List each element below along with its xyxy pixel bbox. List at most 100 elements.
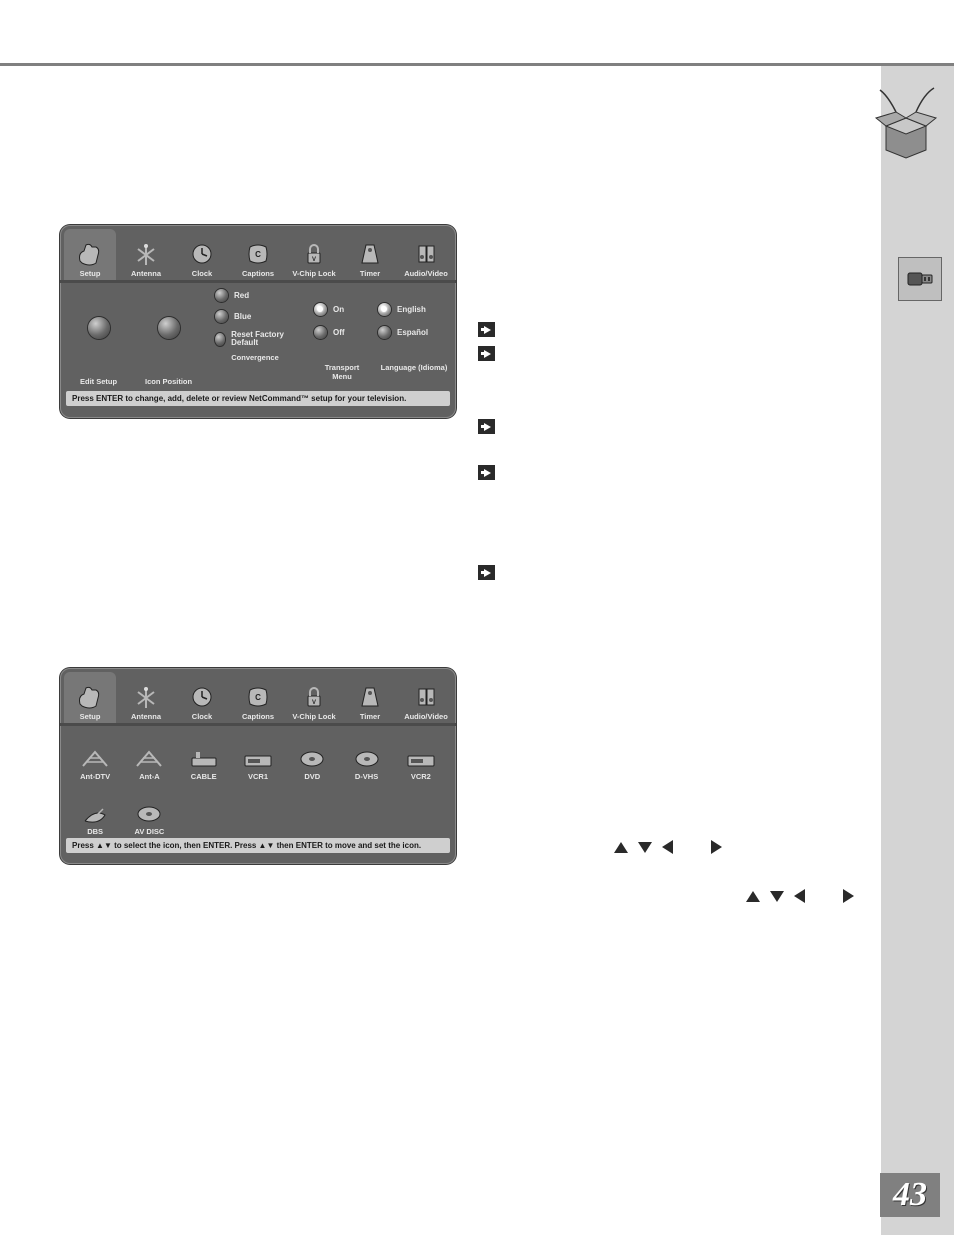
right-arrow-icon [843,889,854,903]
tab-setup[interactable]: Setup [62,229,118,280]
antenna-icon [132,241,160,267]
lock-icon: V [300,684,328,710]
tab-label: Antenna [131,269,161,278]
cc-icon: C [244,241,272,267]
disc-icon [296,748,328,770]
svg-text:V: V [312,700,316,706]
row-espanol[interactable]: Español [378,326,450,339]
tab-captions[interactable]: C Captions [230,229,286,280]
tab-label: V-Chip Lock [292,269,335,278]
arrow-bullet-icon [478,322,495,337]
label: Edit Setup [80,377,117,386]
antenna-icon [133,748,165,770]
disc-icon [351,748,383,770]
label: On [333,305,344,314]
dish-icon [79,803,111,825]
cable-icon [188,748,220,770]
dev-avdisc[interactable]: AV DISC [122,787,176,836]
row-off[interactable]: Off [314,326,370,339]
tab-timer[interactable]: Timer [342,229,398,280]
tab-label: V-Chip Lock [292,712,335,721]
label: DVD [304,772,320,781]
direction-arrows [746,889,854,903]
tab-antenna[interactable]: Antenna [118,672,174,723]
svg-text:V: V [312,257,316,263]
tab-setup[interactable]: Setup [62,672,118,723]
col-edit-setup[interactable]: Edit Setup [80,295,117,386]
row-english[interactable]: English [378,303,450,316]
clock-icon [188,241,216,267]
tab-label: Clock [192,712,212,721]
tab-label: Captions [242,712,274,721]
device-grid: Ant-DTV Ant-A CABLE VCR1 DVD D-VHS VCR2 … [60,726,456,838]
label: Transport Menu [314,363,370,381]
dev-dvhs[interactable]: D-VHS [339,732,393,781]
label: Ant-A [139,772,159,781]
tab-timer[interactable]: Timer [342,672,398,723]
dev-dvd[interactable]: DVD [285,732,339,781]
label: VCR1 [248,772,268,781]
top-rule [0,63,954,66]
label: Language (Idioma) [378,363,450,372]
antenna-icon [79,748,111,770]
tab-label: Audio/Video [404,712,448,721]
cc-icon: C [244,684,272,710]
tab-vchip[interactable]: V V-Chip Lock [286,229,342,280]
tab-audiovideo[interactable]: Audio/Video [398,672,454,723]
label: VCR2 [411,772,431,781]
speaker-icon [412,241,440,267]
dev-vcr1[interactable]: VCR1 [231,732,285,781]
svg-text:C: C [255,250,261,259]
dev-dbs[interactable]: DBS [68,787,122,836]
osd1-footer: Press ENTER to change, add, delete or re… [66,391,450,406]
tab-clock[interactable]: Clock [174,229,230,280]
label: AV DISC [134,827,164,836]
vcr-icon [242,748,274,770]
hand-icon [76,241,104,267]
speaker-icon [412,684,440,710]
osd2-footer: Press ▲▼ to select the icon, then ENTER.… [66,838,450,853]
label: Reset Factory Default [231,331,295,347]
up-arrow-icon [614,842,628,853]
open-box-illustration [866,82,946,162]
tab-label: Clock [192,269,212,278]
vcr-icon [405,748,437,770]
tab-vchip[interactable]: V V-Chip Lock [286,672,342,723]
label: Red [234,291,249,300]
tab-audiovideo[interactable]: Audio/Video [398,229,454,280]
row-blue[interactable]: Blue [215,310,295,323]
tab-clock[interactable]: Clock [174,672,230,723]
knob-edit[interactable] [88,317,110,339]
tab-antenna[interactable]: Antenna [118,229,174,280]
down-arrow-icon [770,891,784,902]
label: Icon Position [145,377,192,386]
hand-icon [76,684,104,710]
label: English [397,305,426,314]
dev-ant-a[interactable]: Ant-A [122,732,176,781]
tab-captions[interactable]: C Captions [230,672,286,723]
osd2-tabs: Setup Antenna Clock C Captions V V-Chip … [60,668,456,726]
sidebar [881,66,954,1235]
dev-ant-dtv[interactable]: Ant-DTV [68,732,122,781]
left-arrow-icon [794,889,805,903]
arrow-bullet-icon [478,346,495,361]
dev-vcr2[interactable]: VCR2 [394,732,448,781]
up-arrow-icon [746,891,760,902]
side-plug-icon [898,257,942,301]
arrow-bullet-icon [478,565,495,580]
tab-label: Timer [360,269,380,278]
label: CABLE [191,772,217,781]
arrow-bullet-icon [478,465,495,480]
dev-cable[interactable]: CABLE [177,732,231,781]
direction-arrows [614,840,722,854]
row-red[interactable]: Red [215,289,295,302]
lock-icon: V [300,241,328,267]
row-on[interactable]: On [314,303,370,316]
label: Español [397,328,428,337]
row-reset[interactable]: Reset Factory Default [215,331,295,347]
label: D-VHS [355,772,378,781]
col-icon-position[interactable]: Icon Position [145,295,192,386]
tab-label: Setup [80,712,101,721]
knob-iconpos[interactable] [158,317,180,339]
tab-label: Timer [360,712,380,721]
